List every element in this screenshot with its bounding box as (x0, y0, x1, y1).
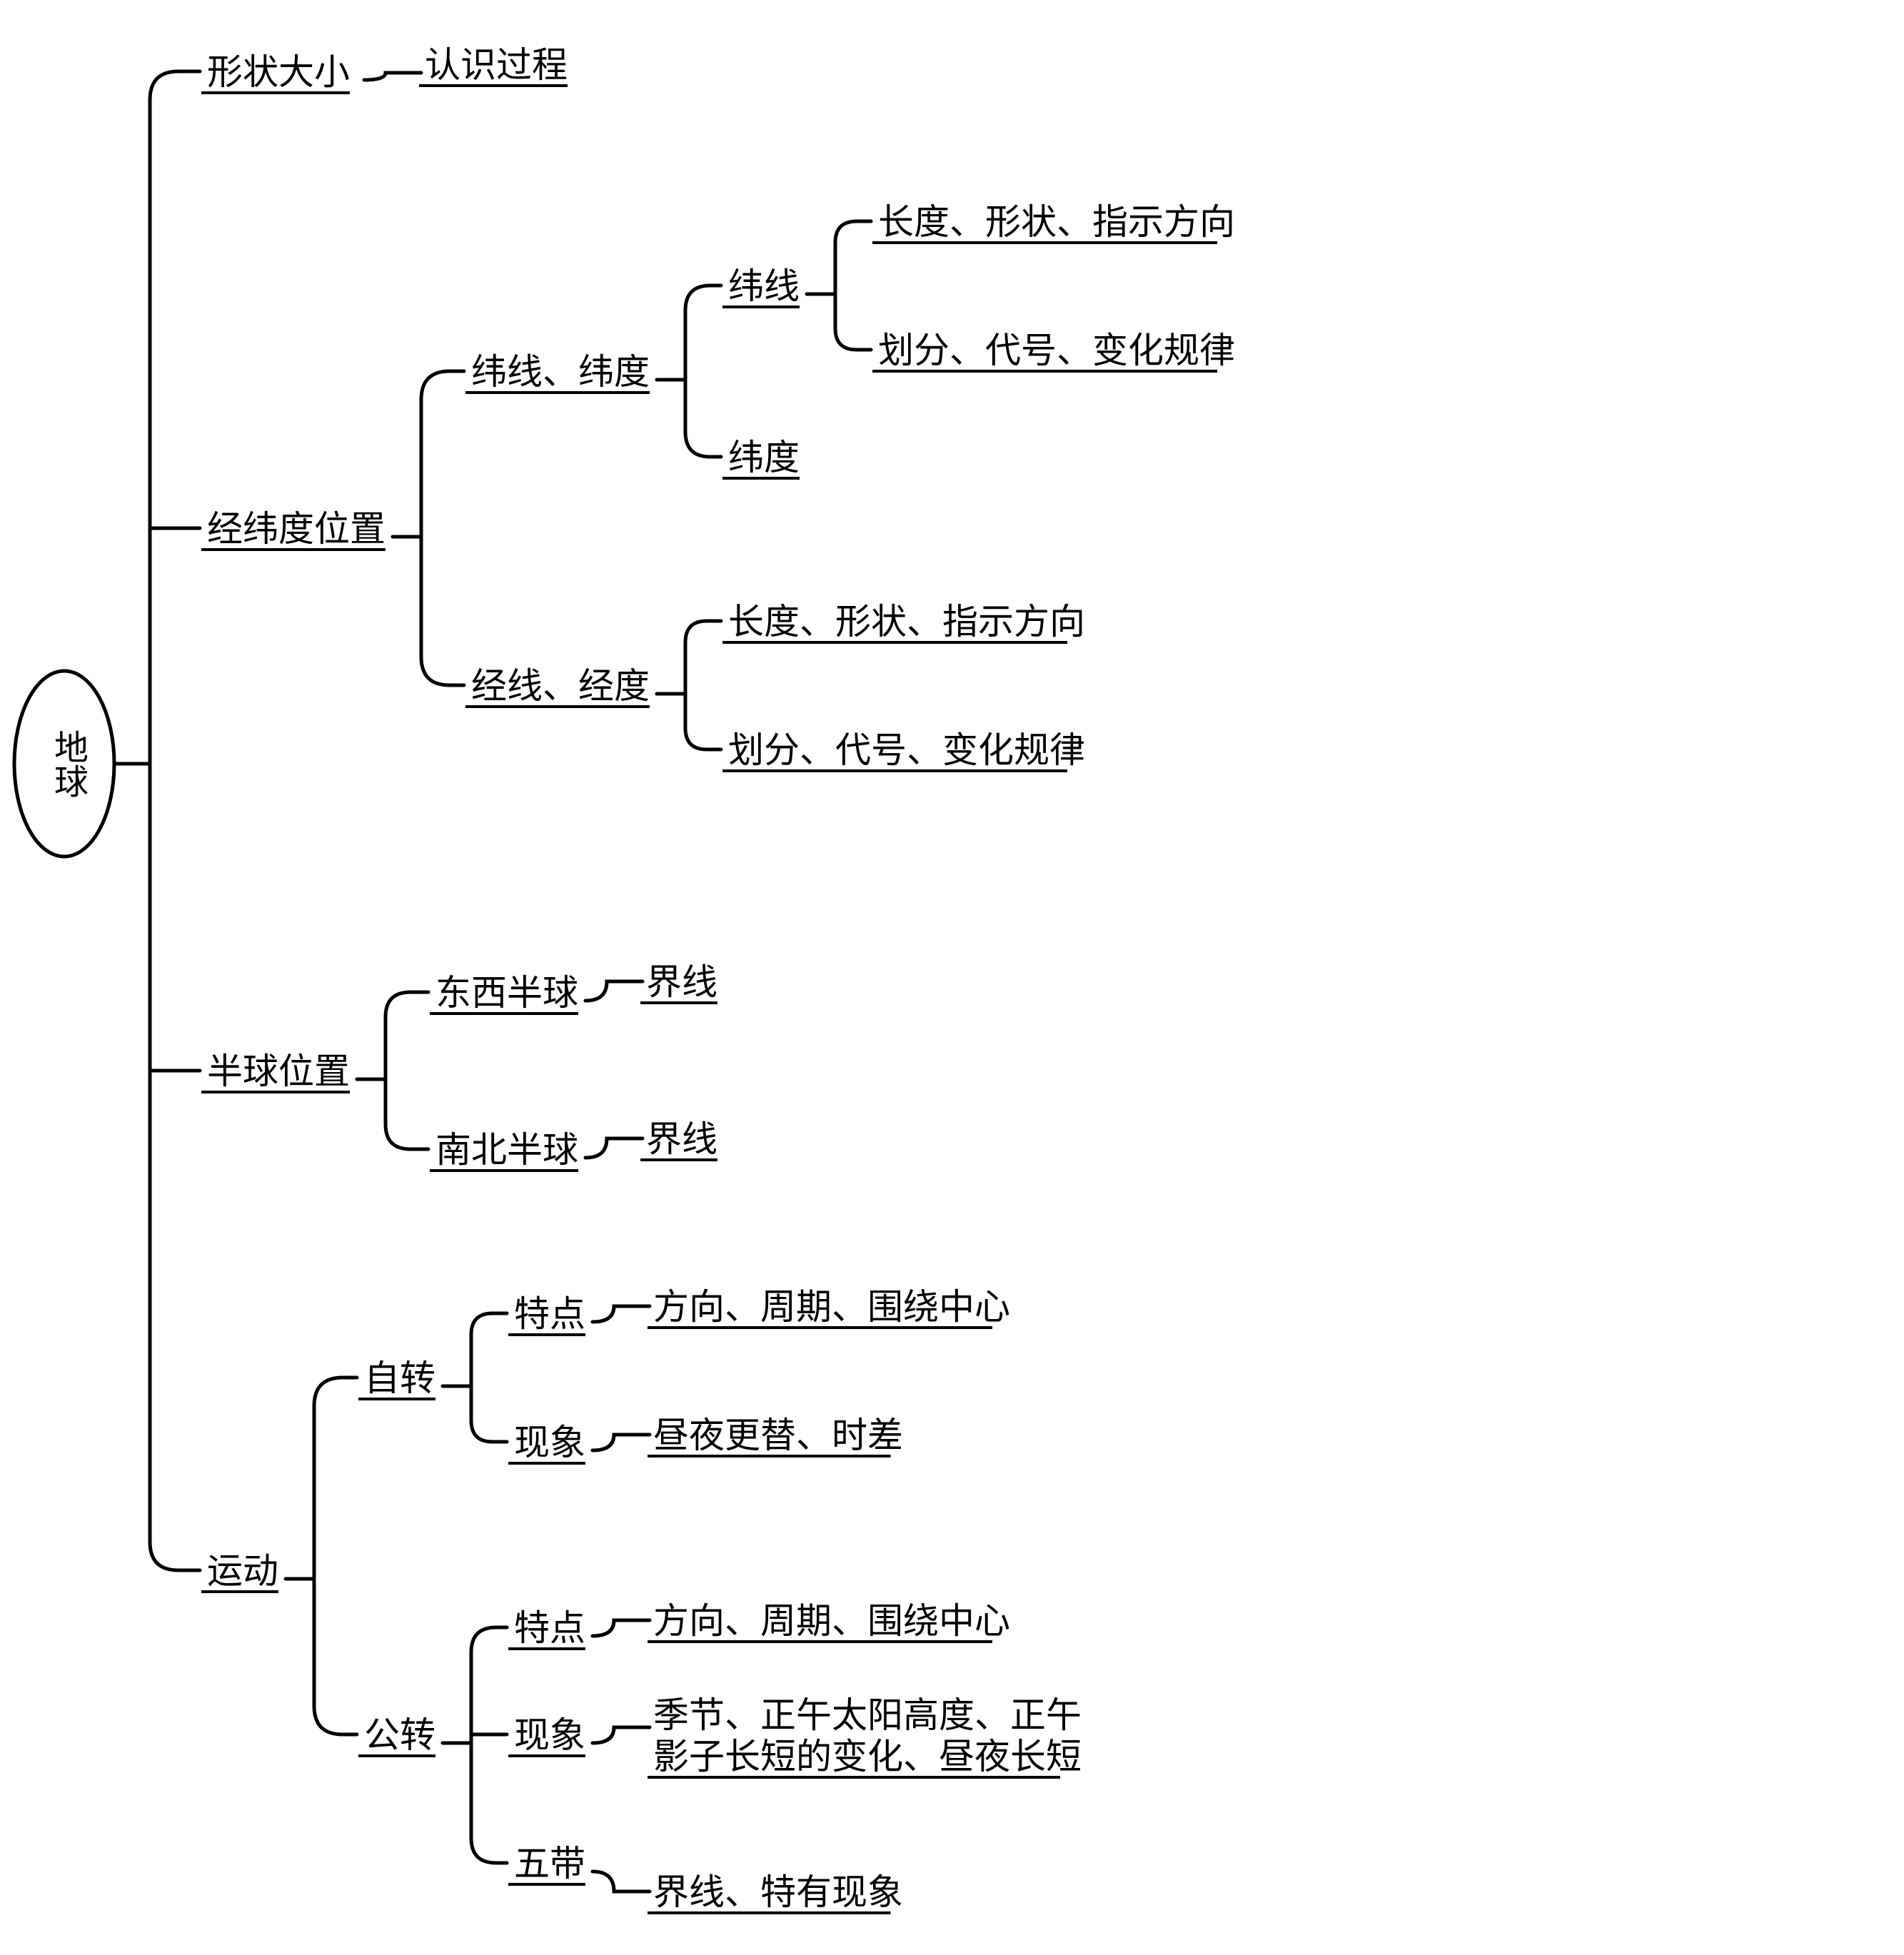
svg-text:五带: 五带 (514, 1844, 585, 1884)
svg-text:经纬度位置: 经纬度位置 (207, 509, 386, 549)
level1-hemi: 半球位置 (201, 1051, 350, 1092)
svg-text:运动: 运动 (207, 1551, 278, 1591)
svg-text:界线: 界线 (646, 1119, 717, 1159)
hemi-ew: 东西半球 (430, 973, 578, 1014)
rev-zone: 五带 (508, 1844, 585, 1884)
root-label: 地球 (49, 729, 88, 798)
motion-rot: 自转 (358, 1358, 435, 1399)
motion-rev: 公转 (358, 1715, 435, 1756)
svg-text:昼夜更替、时差: 昼夜更替、时差 (653, 1415, 903, 1455)
svg-text:现象: 现象 (514, 1423, 585, 1463)
shape-child: 认识过程 (419, 45, 568, 86)
leaf: 界线、特有现象 (648, 1872, 903, 1913)
leaf: 长度、形状、指示方向 (722, 602, 1085, 642)
svg-text:纬度: 纬度 (728, 438, 800, 478)
svg-text:经线、经度: 经线、经度 (471, 666, 650, 706)
svg-text:公转: 公转 (364, 1715, 435, 1755)
hemi-ns: 南北半球 (430, 1130, 578, 1171)
leaf: 影子长短的变化、昼夜长短 (653, 1737, 1082, 1777)
leaf: 方向、周期、围绕中心 (648, 1601, 1010, 1642)
svg-text:半球位置: 半球位置 (207, 1051, 350, 1091)
hemi-leaf: 界线 (640, 962, 717, 1003)
leaf: 长度、形状、指示方向 (872, 202, 1235, 243)
svg-text:南北半球: 南北半球 (435, 1130, 578, 1170)
svg-text:方向、周期、围绕中心: 方向、周期、围绕中心 (653, 1601, 1010, 1641)
svg-text:方向、周期、围绕中心: 方向、周期、围绕中心 (653, 1287, 1010, 1327)
svg-text:特点: 特点 (514, 1608, 585, 1648)
coord-wx: 纬线 (722, 266, 800, 307)
level1-coord: 经纬度位置 (201, 509, 386, 550)
rev-feat: 特点 (508, 1608, 585, 1649)
svg-text:界线: 界线 (646, 962, 717, 1002)
svg-text:特点: 特点 (514, 1294, 585, 1334)
svg-text:长度、形状、指示方向: 长度、形状、指示方向 (728, 602, 1085, 642)
level1-motion: 运动 (201, 1551, 278, 1592)
rot-rot_feat: 特点 (508, 1294, 585, 1335)
leaf: 季节、正午太阳高度、正午 (653, 1695, 1082, 1735)
svg-text:自转: 自转 (364, 1358, 435, 1398)
leaf: 划分、代号、变化规律 (722, 730, 1085, 771)
hemi-leaf: 界线 (640, 1119, 717, 1160)
concept-map: 地球形状大小经纬度位置半球位置运动认识过程纬线、纬度纬线长度、形状、指示方向划分… (0, 0, 1904, 1951)
coord-weixian: 纬线、纬度 (465, 352, 650, 393)
svg-text:纬线、纬度: 纬线、纬度 (471, 352, 650, 392)
svg-text:认识过程: 认识过程 (425, 45, 568, 85)
svg-text:现象: 现象 (514, 1715, 585, 1755)
level1-shape: 形状大小 (201, 52, 350, 93)
coord-jingxian: 经线、经度 (465, 666, 650, 707)
coord-wd: 纬度 (722, 438, 800, 478)
rev-phen: 现象 (508, 1715, 585, 1756)
svg-text:东西半球: 东西半球 (435, 973, 578, 1013)
svg-text:形状大小: 形状大小 (207, 52, 350, 92)
svg-text:界线、特有现象: 界线、特有现象 (653, 1872, 903, 1912)
leaf: 划分、代号、变化规律 (872, 330, 1235, 371)
leaf: 方向、周期、围绕中心 (648, 1287, 1010, 1328)
rot-rot_phen: 现象 (508, 1423, 585, 1463)
svg-text:划分、代号、变化规律: 划分、代号、变化规律 (728, 730, 1085, 770)
svg-text:长度、形状、指示方向: 长度、形状、指示方向 (878, 202, 1235, 242)
leaf: 昼夜更替、时差 (648, 1415, 903, 1456)
svg-text:划分、代号、变化规律: 划分、代号、变化规律 (878, 330, 1235, 370)
svg-text:纬线: 纬线 (728, 266, 800, 306)
